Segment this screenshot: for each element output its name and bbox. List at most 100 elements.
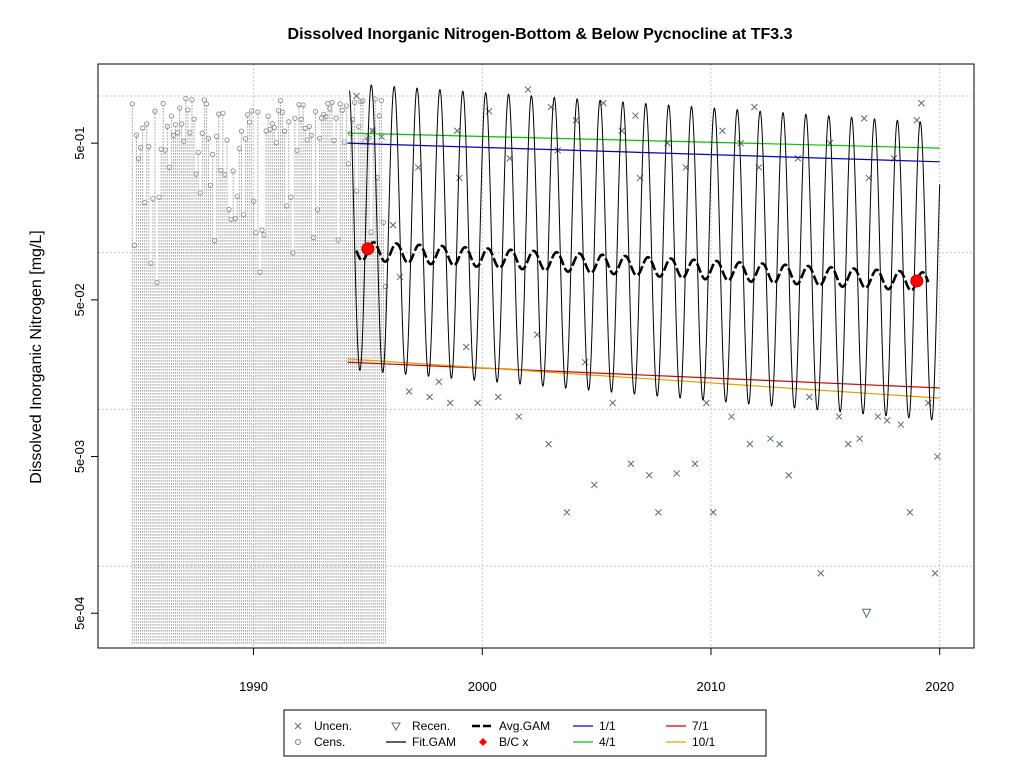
legend-label: 7/1 (692, 719, 709, 733)
x-marker-stroke (632, 112, 639, 119)
uncensored-point (600, 99, 607, 107)
censored-point (302, 125, 308, 131)
censored-point (253, 230, 259, 236)
uncensored-point (709, 509, 717, 516)
x-marker-stroke (655, 509, 662, 516)
legend-entry: Cens. (295, 735, 345, 749)
censored-point (209, 151, 216, 158)
x-marker-stroke (728, 413, 735, 420)
censored-point (220, 110, 226, 116)
censored-point (380, 219, 387, 226)
x-marker-stroke (883, 417, 891, 424)
avg-gam-curve (355, 240, 930, 292)
x-marker-stroke (709, 509, 717, 516)
x-marker-stroke (844, 440, 852, 448)
trend-line (347, 361, 940, 389)
legend-label: Avg.GAM (499, 719, 550, 733)
censored-point (218, 167, 224, 174)
bc-point (910, 274, 924, 288)
uncensored-point (691, 460, 699, 468)
censored-point (284, 203, 290, 209)
censored-point (354, 188, 360, 194)
legend: Uncen. Cens. Recen. Fit.GAM Avg.GAM B/C x 1/1 4… (283, 709, 767, 757)
x-marker-stroke (673, 470, 681, 477)
uncensored-point (453, 127, 461, 135)
uncensored-point (785, 471, 793, 479)
x-marker-stroke (874, 413, 882, 420)
censored-point (279, 109, 286, 115)
censored-point (185, 107, 191, 113)
x-marker-stroke (691, 460, 699, 468)
uncensored-point (856, 435, 863, 443)
uncensored-point (703, 399, 710, 407)
uncensored-point (918, 99, 925, 107)
censored-point (282, 128, 288, 134)
censored-point (378, 97, 384, 104)
x-marker-stroke (446, 399, 454, 407)
legend-label: B/C x (499, 735, 528, 749)
censored-point (240, 212, 247, 218)
x-marker-stroke (396, 273, 404, 281)
x-marker-stroke (934, 453, 941, 460)
censored-point (314, 207, 321, 213)
legend-label: Cens. (314, 735, 345, 749)
y-tick-label: 5e-03 (72, 440, 87, 473)
x-marker-stroke (524, 86, 532, 93)
uncensored-point (609, 399, 616, 407)
x-marker-stroke (776, 440, 783, 448)
censored-point (238, 128, 245, 134)
censored-point (370, 128, 376, 134)
censored-point (265, 113, 271, 119)
legend-entry: Recen. (391, 719, 450, 733)
uncensored-point (860, 114, 868, 122)
x-marker-stroke (931, 569, 939, 577)
y-axis-label: Dissolved Inorganic Nitrogen [mg/L] (28, 230, 45, 483)
x-marker-stroke (719, 127, 726, 135)
x-marker-stroke (906, 509, 914, 516)
uncensored-point (474, 399, 482, 407)
censored-point (203, 101, 210, 107)
censored-point (304, 137, 310, 143)
uncensored-point (645, 471, 653, 479)
censored-point (232, 216, 238, 222)
trend-lines-layer (347, 132, 940, 399)
censored-point (189, 97, 195, 103)
legend-box (283, 709, 767, 757)
censored-point (337, 101, 343, 107)
x-marker-stroke (494, 393, 502, 401)
censored-point (352, 99, 358, 105)
uncensored-point (378, 133, 385, 141)
censored-point (166, 164, 172, 170)
legend-label: Fit.GAM (412, 735, 456, 749)
censored-point (207, 182, 214, 189)
censored-point (271, 124, 277, 131)
censored-data-layer (129, 96, 389, 644)
uncensored-point (627, 460, 635, 468)
censored-point (255, 109, 261, 115)
uncensored-point (805, 393, 813, 401)
x-marker-stroke (805, 393, 813, 401)
uncensored-point (563, 509, 571, 516)
censored-point (343, 103, 349, 109)
censored-point (331, 138, 337, 144)
uncensored-point (883, 417, 891, 424)
x-marker-stroke (609, 399, 616, 407)
uncensored-point (817, 569, 825, 577)
legend-entry: Avg.GAM (472, 719, 550, 733)
uncensored-point (353, 92, 360, 100)
x-tick-label: 2000 (468, 679, 497, 694)
y-tick-label: 5e-02 (72, 283, 87, 316)
uncensored-point (396, 273, 404, 281)
censored-point (382, 283, 389, 289)
gam-layer (349, 84, 941, 421)
censored-point (148, 260, 154, 266)
chart-title: Dissolved Inorganic Nitrogen-Bottom & Be… (288, 26, 793, 43)
x-marker-stroke (856, 435, 863, 443)
censored-point (300, 102, 306, 108)
censored-point (140, 125, 146, 131)
x-marker-stroke (435, 378, 443, 386)
x-marker-stroke (545, 440, 552, 448)
uncensored-point (405, 388, 413, 395)
censored-point (164, 123, 170, 129)
censored-point (345, 161, 352, 167)
